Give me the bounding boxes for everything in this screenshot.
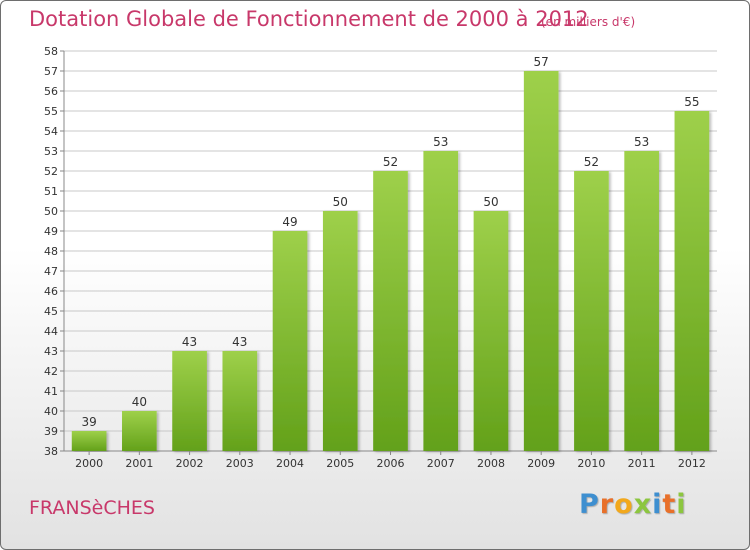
y-tick-label: 58 (44, 45, 58, 58)
x-tick-label: 2009 (527, 457, 555, 470)
x-tick-label: 2005 (326, 457, 354, 470)
place-name: FRANSèCHES (29, 497, 155, 519)
y-tick-label: 42 (44, 365, 58, 378)
data-label: 52 (383, 155, 398, 169)
data-label: 43 (182, 335, 197, 349)
x-tick-label: 2006 (377, 457, 405, 470)
y-tick-label: 52 (44, 165, 58, 178)
y-tick-label: 54 (44, 125, 58, 138)
bar (624, 151, 659, 451)
logo-letter: i (676, 489, 687, 520)
bar (272, 231, 308, 451)
bar (222, 351, 258, 451)
y-tick-label: 55 (44, 105, 58, 118)
bar (172, 351, 207, 451)
x-axis-ticks: 2000 2001 2002 2003 2004 2005 2006 2007 2008 2009… (75, 451, 706, 470)
y-tick-label: 46 (44, 285, 58, 298)
y-axis-ticks: 38 39 40 41 42 43 44 45 46 47 48 49 50 51 52 53 54 55 56 57… (44, 45, 64, 458)
y-tick-label: 50 (44, 205, 58, 218)
data-label: 50 (483, 195, 498, 209)
x-tick-label: 2000 (75, 457, 103, 470)
x-tick-label: 2008 (477, 457, 505, 470)
logo-letter: o (614, 489, 634, 520)
bar (322, 211, 358, 451)
x-tick-label: 2007 (427, 457, 455, 470)
chart-subtitle: (en milliers d'€) (541, 15, 636, 29)
x-tick-label: 2004 (276, 457, 304, 470)
x-tick-label: 2002 (176, 457, 204, 470)
logo-letter: t (662, 489, 677, 520)
y-tick-label: 38 (44, 445, 58, 458)
logo-letter: x (633, 489, 653, 520)
bar (473, 211, 509, 451)
y-tick-label: 51 (44, 185, 58, 198)
y-tick-label: 44 (44, 325, 58, 338)
x-tick-label: 2011 (628, 457, 656, 470)
y-tick-label: 49 (44, 225, 58, 238)
bars (71, 71, 710, 451)
y-tick-label: 39 (44, 425, 58, 438)
data-label: 43 (232, 335, 247, 349)
proxiti-logo[interactable]: Proxiti (579, 489, 687, 520)
logo-letter: i (652, 489, 663, 520)
y-tick-label: 45 (44, 305, 58, 318)
bar (523, 71, 559, 451)
bar (71, 431, 107, 451)
data-label: 57 (534, 55, 549, 69)
y-tick-label: 47 (44, 265, 58, 278)
bar (373, 171, 408, 451)
bar (423, 151, 459, 451)
x-tick-label: 2003 (226, 457, 254, 470)
y-tick-label: 43 (44, 345, 58, 358)
y-tick-label: 53 (44, 145, 58, 158)
data-label: 39 (81, 415, 96, 429)
y-tick-label: 56 (44, 85, 58, 98)
x-tick-label: 2012 (678, 457, 706, 470)
data-label: 49 (282, 215, 297, 229)
bar (122, 411, 157, 451)
data-label: 52 (584, 155, 599, 169)
y-tick-label: 40 (44, 405, 58, 418)
data-label: 55 (684, 95, 699, 109)
data-label: 50 (333, 195, 348, 209)
data-label: 40 (132, 395, 147, 409)
logo-letter: P (579, 489, 600, 520)
data-label: 53 (433, 135, 448, 149)
data-labels: 39 40 43 43 49 50 52 53 50 57 52 53 55 (81, 55, 699, 429)
x-tick-label: 2010 (577, 457, 605, 470)
bar (674, 111, 710, 451)
data-label: 53 (634, 135, 649, 149)
y-tick-label: 57 (44, 65, 58, 78)
y-tick-label: 48 (44, 245, 58, 258)
chart-title: Dotation Globale de Fonctionnement de 20… (29, 7, 589, 31)
y-tick-label: 41 (44, 385, 58, 398)
x-tick-label: 2001 (125, 457, 153, 470)
bar (574, 171, 609, 451)
logo-letter: r (599, 489, 615, 520)
